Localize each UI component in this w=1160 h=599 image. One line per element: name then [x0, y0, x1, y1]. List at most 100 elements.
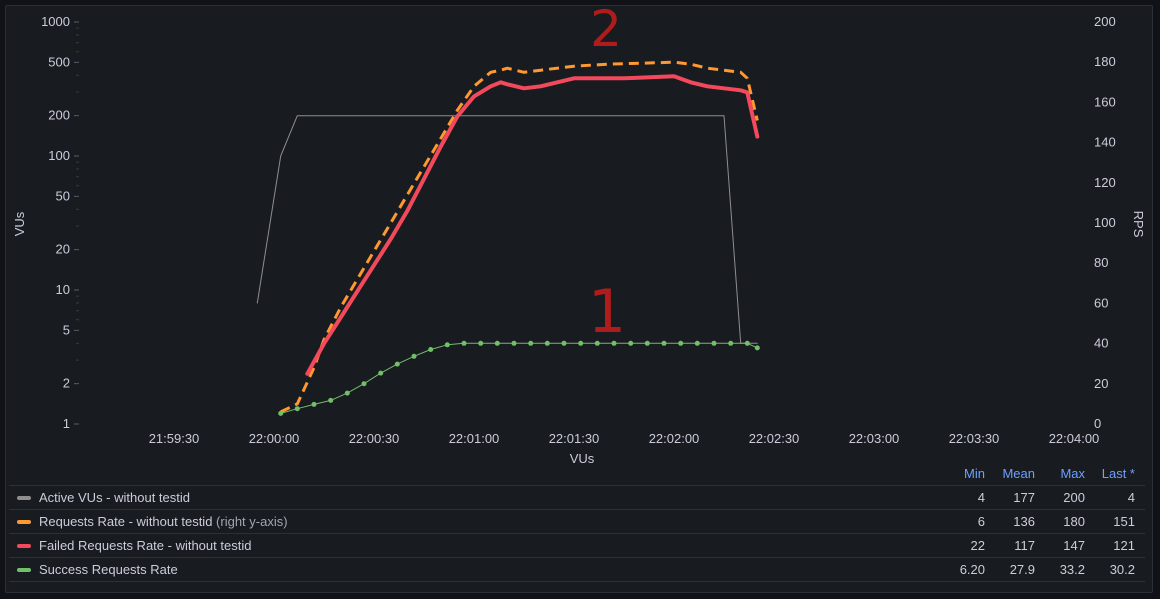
series-point[interactable]: [444, 342, 450, 348]
series-point[interactable]: [594, 340, 600, 346]
legend-min: 22: [970, 538, 985, 553]
legend-max: 147: [1063, 538, 1085, 553]
series-point[interactable]: [378, 370, 384, 376]
legend-max: 180: [1063, 514, 1085, 529]
timeseries-chart: 1 2 5 10 20 50 100 200 500 1000 0 20 40 60 80 100 120 140…: [12, 0, 1146, 466]
series-color-swatch[interactable]: [17, 543, 31, 548]
legend-header-max[interactable]: Max: [1060, 465, 1085, 481]
legend-series-name: Success Requests Rate: [39, 562, 178, 577]
legend-row-failed-requests[interactable]: Failed Requests Rate - without testid 22…: [9, 533, 1145, 557]
right-axis-title: RPS: [1131, 211, 1146, 238]
legend-min: 4: [977, 490, 985, 505]
right-axis-tick-label: 20: [1094, 376, 1108, 391]
series-point[interactable]: [744, 340, 750, 346]
series-point[interactable]: [294, 406, 300, 412]
series-point[interactable]: [611, 340, 617, 346]
series-point[interactable]: [311, 401, 317, 407]
x-axis-tick-label: 22:02:00: [649, 431, 700, 446]
series-point[interactable]: [754, 345, 760, 351]
series-point[interactable]: [561, 340, 567, 346]
series-point[interactable]: [511, 340, 517, 346]
legend-axis-note: (right y-axis): [216, 514, 288, 529]
legend-min: 6.20: [959, 562, 985, 577]
left-axis-title: VUs: [12, 211, 27, 236]
series-point[interactable]: [728, 340, 734, 346]
series-line-3[interactable]: [280, 342, 758, 414]
series-point[interactable]: [394, 361, 400, 367]
legend-mean: 27.9: [1009, 562, 1035, 577]
series-point[interactable]: [711, 340, 717, 346]
graph-panel: [5, 5, 1153, 593]
legend-last: 151: [1113, 514, 1135, 529]
legend-last: 121: [1113, 538, 1135, 553]
x-axis-tick-label: 22:00:30: [349, 431, 400, 446]
series-point[interactable]: [494, 340, 500, 346]
x-axis-tick-label: 22:02:30: [749, 431, 800, 446]
x-axis-tick-label: 22:00:00: [249, 431, 300, 446]
legend-header-last[interactable]: Last *: [1101, 465, 1135, 481]
left-axis-tick-label: 20: [56, 242, 70, 257]
left-axis-tick-label: 5: [63, 322, 70, 337]
right-axis-tick-label: 80: [1094, 255, 1108, 270]
legend-series-name: Requests Rate - without testid: [39, 514, 213, 529]
series-point[interactable]: [578, 340, 584, 346]
left-axis-tick-label: 200: [48, 108, 70, 123]
right-axis-tick-label: 200: [1094, 14, 1116, 29]
x-axis-tick-label: 22:03:30: [949, 431, 1000, 446]
left-axis-tick-label: 1: [63, 416, 70, 431]
series-point[interactable]: [661, 340, 667, 346]
legend-mean: 177: [1013, 490, 1035, 505]
legend-min: 6: [977, 514, 985, 529]
right-axis-tick-label: 60: [1094, 295, 1108, 310]
series-line-0[interactable]: [256, 115, 758, 344]
left-axis-tick-label: 1000: [41, 14, 70, 29]
left-axis-tick-label: 500: [48, 54, 70, 69]
legend-last: 30.2: [1109, 562, 1135, 577]
annotation-2: 2: [590, 0, 622, 58]
series-point[interactable]: [644, 340, 650, 346]
series-point[interactable]: [694, 340, 700, 346]
series-line-1[interactable]: [280, 60, 759, 414]
series-point[interactable]: [361, 381, 367, 387]
legend-max: 33.2: [1059, 562, 1085, 577]
series-point[interactable]: [528, 340, 534, 346]
series-point[interactable]: [478, 340, 484, 346]
series-point[interactable]: [628, 340, 634, 346]
series-point[interactable]: [328, 397, 334, 403]
legend-row-active-vus[interactable]: Active VUs - without testid 4 177 200 4: [9, 485, 1145, 509]
x-axis-title: VUs: [570, 451, 595, 466]
annotation-1: 1: [588, 277, 626, 347]
right-axis-tick-label: 140: [1094, 135, 1116, 150]
x-axis-tick-label: 22:03:00: [849, 431, 900, 446]
series-color-swatch[interactable]: [17, 495, 31, 500]
right-axis-tick-label: 120: [1094, 175, 1116, 190]
legend-header-mean[interactable]: Mean: [1002, 465, 1035, 481]
legend-row-requests-rate[interactable]: Requests Rate - without testid (right y-…: [9, 509, 1145, 533]
series-color-swatch[interactable]: [17, 519, 31, 524]
legend-series-name: Active VUs - without testid: [39, 490, 190, 505]
legend-mean: 117: [1014, 538, 1035, 553]
legend-series-name: Failed Requests Rate - without testid: [39, 538, 252, 553]
series-point[interactable]: [544, 340, 550, 346]
right-axis-tick-label: 0: [1094, 416, 1101, 431]
left-axis-tick-label: 50: [56, 188, 70, 203]
right-axis-tick-label: 100: [1094, 215, 1116, 230]
series-point[interactable]: [411, 353, 417, 359]
series-point[interactable]: [461, 340, 467, 346]
legend-mean: 136: [1013, 514, 1035, 529]
series-point[interactable]: [278, 410, 284, 416]
series-line-2[interactable]: [305, 74, 760, 376]
legend-row-success-requests[interactable]: Success Requests Rate 6.20 27.9 33.2 30.…: [9, 557, 1145, 582]
legend-header-min[interactable]: Min: [964, 465, 985, 481]
legend-header: Min Mean Max Last *: [9, 461, 1145, 485]
x-axis-tick-label: 22:01:00: [449, 431, 500, 446]
series-color-swatch[interactable]: [17, 567, 31, 572]
series-point[interactable]: [428, 347, 434, 352]
right-axis-tick-label: 180: [1094, 54, 1116, 69]
series-point[interactable]: [344, 390, 350, 396]
right-axis-tick-label: 160: [1094, 94, 1116, 109]
series-point[interactable]: [678, 340, 684, 346]
x-axis-tick-label: 21:59:30: [149, 431, 200, 446]
left-axis-tick-label: 10: [56, 282, 70, 297]
x-axis-tick-label: 22:01:30: [549, 431, 600, 446]
